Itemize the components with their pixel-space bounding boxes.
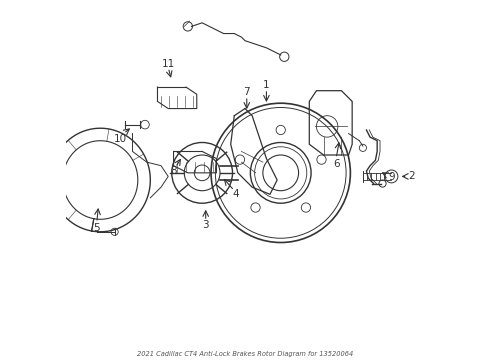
Text: 2: 2 xyxy=(408,171,415,181)
Text: 2021 Cadillac CT4 Anti-Lock Brakes Rotor Diagram for 13520064: 2021 Cadillac CT4 Anti-Lock Brakes Rotor… xyxy=(137,351,353,357)
Text: 11: 11 xyxy=(162,59,175,69)
Text: 8: 8 xyxy=(170,166,177,176)
Text: 10: 10 xyxy=(113,134,126,144)
Text: 4: 4 xyxy=(233,189,240,199)
Text: 9: 9 xyxy=(388,172,395,182)
Text: 3: 3 xyxy=(202,220,209,230)
Text: 6: 6 xyxy=(333,159,340,169)
Text: 5: 5 xyxy=(94,223,100,233)
Text: 1: 1 xyxy=(263,80,270,90)
Text: 7: 7 xyxy=(244,87,250,98)
